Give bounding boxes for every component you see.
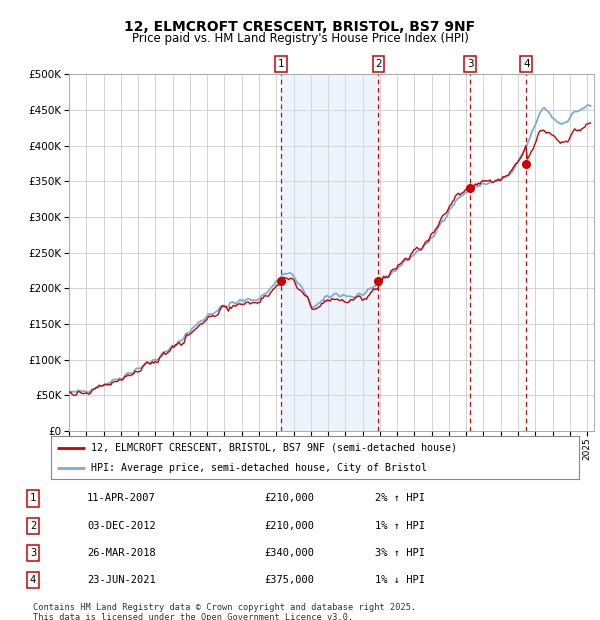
Text: Contains HM Land Registry data © Crown copyright and database right 2025.: Contains HM Land Registry data © Crown c…	[33, 603, 416, 612]
Text: 03-DEC-2012: 03-DEC-2012	[87, 521, 156, 531]
Text: Price paid vs. HM Land Registry's House Price Index (HPI): Price paid vs. HM Land Registry's House …	[131, 32, 469, 45]
Text: 3: 3	[30, 548, 36, 558]
Text: 23-JUN-2021: 23-JUN-2021	[87, 575, 156, 585]
Text: 2: 2	[375, 59, 382, 69]
Text: 3% ↑ HPI: 3% ↑ HPI	[375, 548, 425, 558]
Text: £210,000: £210,000	[264, 494, 314, 503]
Text: £375,000: £375,000	[264, 575, 314, 585]
Text: 1% ↑ HPI: 1% ↑ HPI	[375, 521, 425, 531]
Text: 1: 1	[30, 494, 36, 503]
Text: 11-APR-2007: 11-APR-2007	[87, 494, 156, 503]
Text: £210,000: £210,000	[264, 521, 314, 531]
Text: 2% ↑ HPI: 2% ↑ HPI	[375, 494, 425, 503]
Text: £340,000: £340,000	[264, 548, 314, 558]
Text: 2: 2	[30, 521, 36, 531]
Text: 1: 1	[278, 59, 284, 69]
Text: 12, ELMCROFT CRESCENT, BRISTOL, BS7 9NF: 12, ELMCROFT CRESCENT, BRISTOL, BS7 9NF	[124, 20, 476, 34]
Text: 12, ELMCROFT CRESCENT, BRISTOL, BS7 9NF (semi-detached house): 12, ELMCROFT CRESCENT, BRISTOL, BS7 9NF …	[91, 443, 457, 453]
Text: 4: 4	[523, 59, 530, 69]
Bar	[281, 74, 379, 431]
Text: 4: 4	[30, 575, 36, 585]
Text: This data is licensed under the Open Government Licence v3.0.: This data is licensed under the Open Gov…	[33, 613, 353, 620]
Text: HPI: Average price, semi-detached house, City of Bristol: HPI: Average price, semi-detached house,…	[91, 463, 427, 473]
Text: 1% ↓ HPI: 1% ↓ HPI	[375, 575, 425, 585]
Text: 26-MAR-2018: 26-MAR-2018	[87, 548, 156, 558]
Text: 3: 3	[467, 59, 473, 69]
